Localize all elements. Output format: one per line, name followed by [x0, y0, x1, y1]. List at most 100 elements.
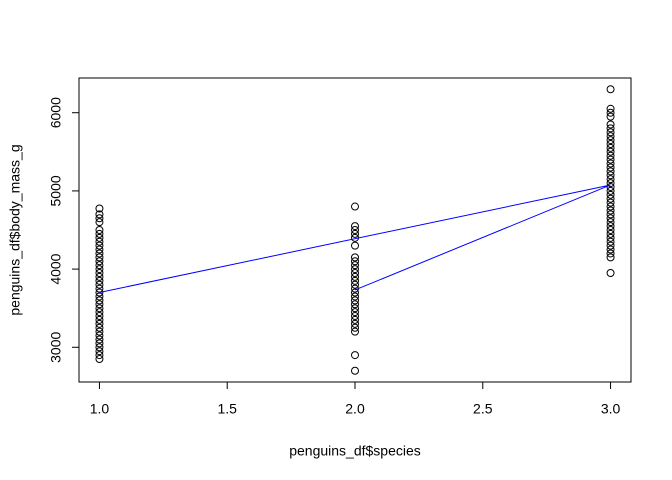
point — [95, 210, 104, 219]
point — [606, 194, 615, 203]
point — [606, 104, 615, 113]
point — [606, 186, 615, 195]
point — [606, 249, 615, 258]
point — [606, 147, 615, 156]
point — [95, 335, 104, 344]
point — [351, 308, 359, 317]
point — [95, 296, 104, 305]
point — [351, 265, 359, 274]
point — [351, 226, 359, 234]
point — [95, 355, 104, 364]
point — [606, 143, 615, 152]
point — [95, 312, 104, 321]
point — [95, 343, 104, 352]
y-tick-label: 3000 — [48, 332, 64, 363]
point — [606, 229, 615, 238]
point — [351, 366, 359, 375]
point — [351, 222, 359, 231]
point — [351, 276, 359, 285]
point — [351, 323, 359, 332]
point — [95, 288, 104, 297]
point — [351, 296, 359, 305]
point — [95, 351, 104, 360]
point — [606, 171, 615, 180]
point — [351, 202, 359, 211]
point — [351, 288, 359, 297]
point — [351, 319, 359, 328]
y-tick-label: 6000 — [48, 97, 64, 128]
point — [606, 190, 615, 199]
point — [606, 226, 615, 234]
y-tick-label: 4000 — [48, 253, 64, 284]
point — [95, 276, 104, 285]
point — [95, 229, 104, 238]
point — [351, 292, 359, 301]
point — [95, 218, 104, 227]
point — [95, 241, 104, 250]
point — [351, 304, 359, 313]
point — [95, 300, 104, 309]
point — [606, 175, 615, 184]
point — [95, 237, 104, 246]
point — [606, 198, 615, 207]
point — [351, 261, 359, 270]
point — [606, 241, 615, 250]
point — [606, 245, 615, 254]
point — [606, 269, 615, 278]
fit-line — [99, 184, 611, 293]
point — [606, 222, 615, 231]
point — [351, 229, 359, 238]
point — [95, 323, 104, 332]
point — [606, 206, 615, 215]
point — [351, 327, 359, 336]
point — [95, 280, 104, 289]
point — [606, 233, 615, 242]
point — [606, 120, 615, 129]
point — [95, 308, 104, 317]
point — [606, 139, 615, 148]
x-tick-label: 3.0 — [601, 401, 621, 417]
point — [95, 257, 104, 266]
point — [351, 257, 359, 266]
point — [95, 292, 104, 301]
point — [606, 159, 615, 168]
point — [351, 351, 359, 360]
point — [95, 319, 104, 328]
point — [606, 202, 615, 211]
point — [606, 163, 615, 172]
point — [95, 249, 104, 258]
point — [606, 112, 615, 121]
point — [606, 124, 615, 133]
point — [606, 85, 615, 94]
point — [606, 214, 615, 223]
x-tick-label: 2.0 — [345, 401, 365, 417]
x-tick-label: 1.5 — [217, 401, 237, 417]
point — [95, 327, 104, 336]
point — [606, 182, 615, 191]
point — [606, 179, 615, 188]
point — [351, 269, 359, 278]
point — [606, 132, 615, 141]
point — [95, 347, 104, 356]
y-tick-label: 5000 — [48, 175, 64, 206]
point — [606, 218, 615, 227]
point — [95, 339, 104, 348]
point — [95, 261, 104, 270]
point — [351, 315, 359, 324]
point — [351, 272, 359, 281]
point — [95, 269, 104, 278]
point — [351, 280, 359, 289]
point — [95, 265, 104, 274]
point — [606, 136, 615, 145]
point — [606, 253, 615, 262]
point — [606, 108, 615, 117]
point — [95, 233, 104, 242]
point — [606, 237, 615, 246]
y-axis-label: penguins_df$body_mass_g — [7, 144, 23, 315]
point — [606, 167, 615, 176]
point — [606, 155, 615, 164]
point — [95, 304, 104, 313]
point — [95, 245, 104, 254]
point — [351, 253, 359, 262]
